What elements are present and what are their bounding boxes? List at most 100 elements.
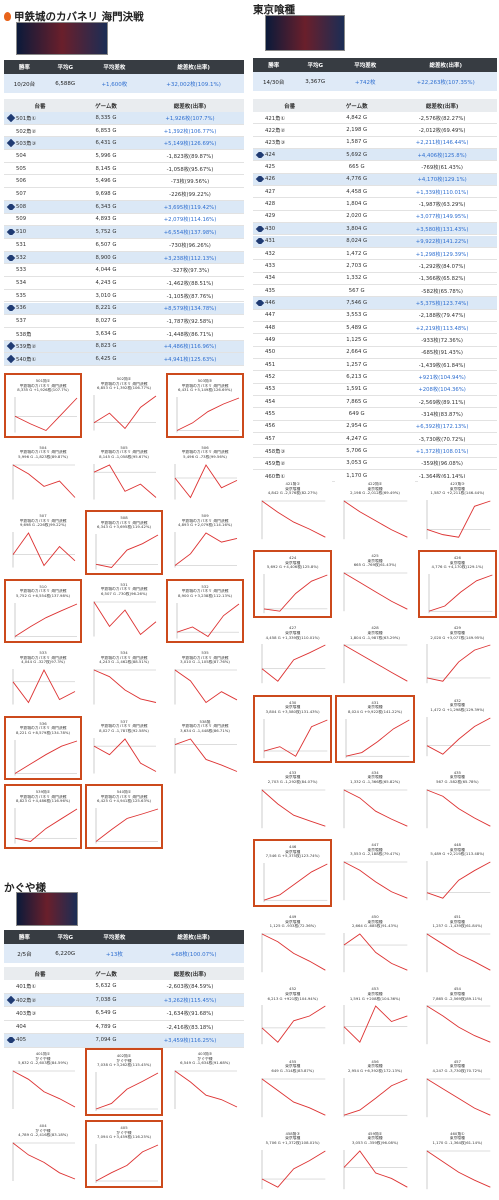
chart-result: 8,027 G -1,787枚(92.58%) <box>85 729 163 734</box>
chart-games: 1,472 G <box>430 707 446 712</box>
table-row: 431 8,024 G +9,922枚(141.22%) <box>253 235 497 248</box>
chart-machine: 東京喰種 <box>367 919 383 924</box>
unit-number: 540角① <box>16 357 37 364</box>
chart-card: 538角 甲鉄城のカバネリ 海門決戦 3,634 G -1,448枚(86.71%) <box>166 715 244 780</box>
chart-card: 510 甲鉄城のカバネリ 海門決戦 5,752 G +6,554枚(137.98%) <box>4 578 82 643</box>
chart-result: 2,954 G +6,392枚(172.13%) <box>335 1069 414 1074</box>
chart-result: 2,664 G -685枚(91.43%) <box>335 924 414 929</box>
chart-games: 6,343 G <box>97 525 113 530</box>
difference: -359枚(96.08%) <box>421 461 463 468</box>
chart-machine: 東京喰種 <box>449 919 465 924</box>
unit-cell: 401角① <box>4 982 76 990</box>
chart-unit: 430 <box>289 700 297 705</box>
chart-diff: +1,298枚(129.39%) <box>446 707 485 712</box>
difference: -685枚(91.43%) <box>421 350 463 357</box>
summary-value: 6,588G <box>55 80 76 87</box>
difference: -1,823枚(89.87%) <box>166 153 214 160</box>
chart-card: 434 東京喰種 1,332 G -1,366枚(65.82%) <box>335 766 415 835</box>
chart-diff: -1,462枚(88.51%) <box>115 660 149 665</box>
unit-number: 449 <box>265 336 276 343</box>
games: 3,553 G <box>346 312 368 319</box>
chart-games: 3,053 G <box>351 1140 367 1145</box>
chart-machine: 東京喰種 <box>449 991 465 996</box>
chart-games: 3,010 G <box>180 660 196 665</box>
hot-icon <box>6 113 16 122</box>
games: 665 G <box>348 164 365 171</box>
mini-chart <box>93 395 157 431</box>
chart-games: 1,125 G <box>269 924 285 929</box>
chart-result: 5,692 G +4,406枚(125.8%) <box>255 565 330 570</box>
chart-card: 533 甲鉄城のカバネリ 海門決戦 4,044 G -327枚(97.3%) <box>4 647 82 712</box>
unit-number: 401角① <box>16 984 37 991</box>
table-row: 401角① 5,632 G -2,603枚(84.59%) <box>4 980 244 994</box>
trend-line <box>426 861 491 899</box>
mini-chart <box>174 669 238 705</box>
mini-chart <box>12 1070 76 1109</box>
chart-unit: 425 <box>371 554 379 559</box>
unit-number: 532 <box>16 254 27 261</box>
unit-cell: 434 <box>253 275 326 281</box>
chart-unit: 504 <box>39 445 47 450</box>
chart-card: 508 甲鉄城のカバネリ 海門決戦 6,343 G +3,695枚(119.42%) <box>85 510 163 575</box>
difference: -73枚(99.56%) <box>170 179 210 186</box>
chart-machine: 東京喰種 <box>285 705 301 710</box>
difference: +3,262枚(115.45%) <box>163 997 217 1004</box>
chart-result: 4,789 G -2,416枚(83.18%) <box>4 1133 82 1138</box>
table-row: 405 7,094 G +3,459枚(116.25%) <box>4 1034 244 1048</box>
unit-number: 433 <box>265 262 276 269</box>
difference: -314枚(83.87%) <box>421 412 463 419</box>
trend-line <box>344 1078 408 1116</box>
chart-card: 424 東京喰種 5,692 G +4,406枚(125.8%) <box>253 550 333 619</box>
chart-games: 3,804 G <box>265 709 281 714</box>
unit-number: 456 <box>265 423 276 430</box>
unit-number: 458角③ <box>265 449 286 456</box>
chart-games: 2,664 G <box>351 924 367 929</box>
trend-line <box>263 719 328 757</box>
chart-card: 505 甲鉄城のカバネリ 海門決戦 8,145 G -1,058枚(95.67%) <box>85 441 163 506</box>
chart-unit: 453 <box>371 987 379 992</box>
table-row: 446 7,546 G +5,375枚(123.74%) <box>253 297 497 310</box>
chart-machine: 甲鉄城のカバネリ 海門決戦 <box>19 383 67 388</box>
unit-cell: 423角③ <box>253 138 326 146</box>
chart-diff: -1,448枚(86.71%) <box>196 728 230 733</box>
trend-line <box>93 737 157 772</box>
unit-number: 431 <box>265 238 276 245</box>
table-header-cell: 台番 <box>34 971 46 978</box>
chart-result: 4,776 G +4,170枚(129.1%) <box>420 565 495 570</box>
table-row: 432 1,472 G +1,298枚(129.39%) <box>253 248 497 261</box>
mini-chart <box>14 739 78 775</box>
chart-diff: -1,364枚(61.14%) <box>448 1140 483 1145</box>
difference: +9,922枚(141.22%) <box>415 239 469 246</box>
chart-unit: 502角② <box>116 377 132 381</box>
chart-card: 448 東京喰種 5,489 G +2,219枚(113.48%) <box>417 839 497 908</box>
difference: -1,366枚(65.82%) <box>418 276 466 283</box>
games: 649 G <box>348 411 365 418</box>
trend-line <box>428 574 493 612</box>
chart-games: 5,752 G <box>16 593 32 598</box>
mini-chart <box>426 500 491 540</box>
chart-games: 7,038 G <box>97 1063 113 1068</box>
chart-diff: -1,058枚(95.67%) <box>115 454 149 459</box>
unit-number: 403角③ <box>16 1011 37 1018</box>
unit-cell: 508 <box>4 203 76 210</box>
mini-chart <box>426 716 491 756</box>
chart-result: 665 G -769枚(61.43%) <box>335 563 414 568</box>
chart-card: 429 東京喰種 2,020 G +3,077枚(149.95%) <box>417 622 497 691</box>
chart-result: 8,145 G -1,058枚(95.67%) <box>85 455 163 460</box>
title-text: かぐや様 <box>4 882 46 894</box>
chart-unit: 460角① <box>450 1131 465 1136</box>
chart-card: 454 東京喰種 7,865 G -2,569枚(89.11%) <box>417 983 497 1052</box>
chart-diff: -2,576枚(82.27%) <box>284 491 318 496</box>
chart-diff: -1,987枚(63.29%) <box>366 635 400 640</box>
chart-card: 536 甲鉄城のカバネリ 海門決戦 8,221 G +8,579枚(134.78%) <box>4 715 82 780</box>
chart-games: 4,789 G <box>18 1133 34 1138</box>
table-header-cell: 台番 <box>284 103 296 110</box>
chart-games: 7,546 G <box>265 854 281 859</box>
trend-line <box>261 1078 326 1116</box>
chart-card: 405 かぐや様 7,094 G +3,459枚(116.25%) <box>85 1120 163 1188</box>
unit-number: 446 <box>265 299 276 306</box>
chart-games: 7,094 G <box>97 1135 113 1140</box>
summary-header-cell: 勝率 <box>268 63 280 69</box>
mini-chart <box>263 718 328 758</box>
chart-games: 2,020 G <box>430 635 446 640</box>
